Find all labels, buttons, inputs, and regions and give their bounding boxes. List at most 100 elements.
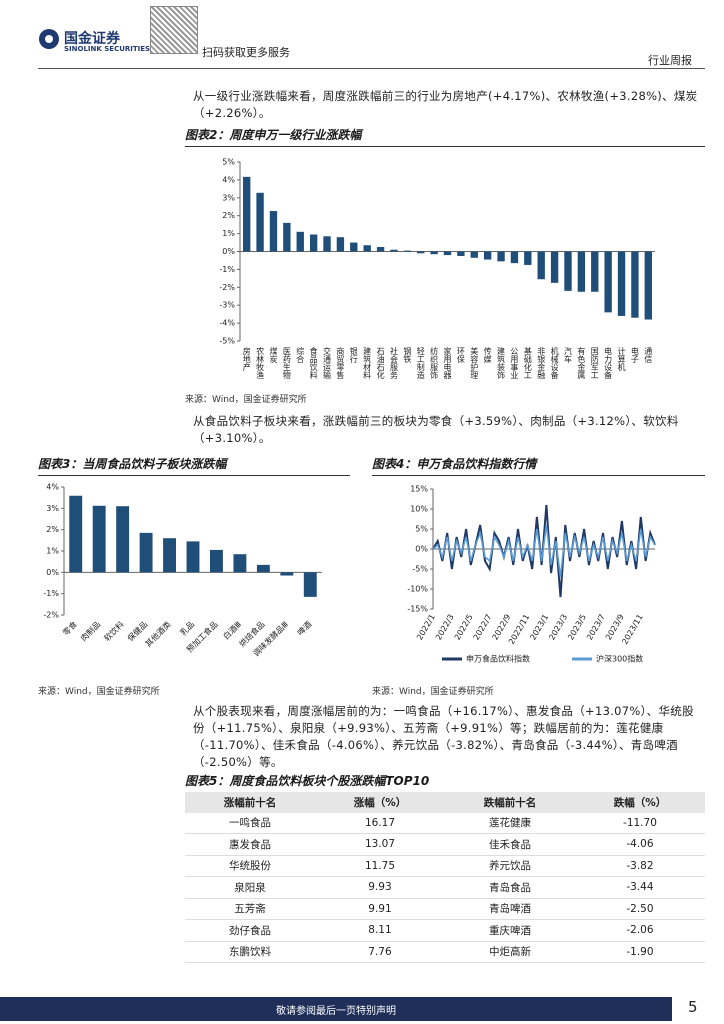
- y-tick-label: 0%: [222, 247, 235, 256]
- x-tick-label: 煤炭: [269, 346, 278, 364]
- bar: [163, 538, 176, 573]
- table-row: 东鹏饮料 7.76 中炬高新 -1.90: [185, 941, 705, 963]
- bar: [350, 242, 358, 252]
- bar: [631, 251, 639, 318]
- x-tick-label: 白酒Ⅲ: [221, 619, 243, 641]
- table-cell: 青岛啤酒: [444, 898, 575, 920]
- x-tick-label: 计算机: [617, 346, 626, 372]
- table-cell: -3.44: [574, 876, 705, 899]
- x-tick-label: 啤酒: [295, 619, 313, 637]
- header-cell: 涨幅（%）: [314, 792, 445, 813]
- x-tick-label: 肉制品: [78, 619, 102, 643]
- y-tick-label: -10%: [407, 585, 428, 594]
- y-tick-label: -1%: [43, 589, 59, 598]
- paragraph: 从一级行业涨跌幅来看，周度涨跌幅前三的行业为房地产(+4.17%)、农林牧渔(+…: [193, 89, 698, 120]
- bar: [430, 251, 438, 255]
- y-tick-label: -4%: [219, 319, 235, 328]
- bar: [617, 251, 626, 316]
- paragraph: 从食品饮料子板块来看，涨跌幅前三的板块为零食（+3.59%）、肉制品（+3.12…: [193, 414, 679, 445]
- source: 来源：Wind，国金证券研究所: [372, 687, 494, 697]
- y-tick-label: 3%: [46, 504, 59, 513]
- x-tick-label: 环保: [456, 347, 465, 364]
- x-tick-label: 综合: [296, 346, 305, 364]
- bar: [256, 564, 270, 573]
- report-type: 行业周报: [648, 54, 692, 67]
- source: 来源：Wind，国金证券研究所: [38, 687, 160, 697]
- table-row: 泉阳泉 9.93 青岛食品 -3.44: [185, 876, 705, 899]
- bar: [376, 247, 385, 252]
- source: 来源：Wind，国金证券研究所: [185, 395, 307, 405]
- x-tick-label: 食品饮料: [309, 346, 318, 380]
- x-tick-label: 石油石化: [376, 347, 385, 380]
- bar: [390, 249, 398, 252]
- table-cell: 9.93: [314, 876, 445, 899]
- table-cell: -3.82: [574, 855, 705, 877]
- y-tick-label: 15%: [410, 485, 428, 494]
- bar: [116, 506, 130, 573]
- table-cell: 劲仔食品: [185, 919, 315, 942]
- qr-code: [150, 6, 198, 54]
- x-tick-label: 乳品: [178, 619, 196, 637]
- bar: [483, 251, 492, 260]
- x-tick-label: 有色金属: [577, 346, 586, 380]
- table-row: 五芳斋 9.91 青岛啤酒 -2.50: [185, 898, 705, 920]
- x-tick-label: 医药生物: [282, 347, 291, 380]
- y-tick-label: 0%: [415, 545, 428, 554]
- footer-bar: [0, 997, 672, 1021]
- bar: [403, 250, 412, 252]
- x-tick-label: 房地产: [242, 346, 251, 372]
- y-tick-label: 0%: [46, 568, 59, 577]
- table-cell: 13.07: [314, 833, 445, 856]
- qr-text: 扫码获取更多服务: [202, 46, 290, 59]
- x-tick-label: 其他酒类: [143, 619, 173, 649]
- figure-title: 图表4：申万食品饮料指数行情: [372, 455, 705, 476]
- y-tick-label: 2%: [222, 211, 235, 220]
- x-tick-label: 传媒: [483, 346, 492, 364]
- y-tick-label: 1%: [46, 547, 59, 556]
- bar: [296, 231, 304, 252]
- bar: [233, 554, 247, 573]
- y-tick-label: 4%: [46, 483, 59, 492]
- table-cell: -4.06: [574, 833, 705, 856]
- header-cell: 跌幅前十名: [444, 792, 575, 813]
- y-tick-label: -15%: [407, 605, 428, 614]
- table-cell: -11.70: [574, 812, 705, 834]
- x-tick-label: 汽车: [563, 346, 572, 364]
- table-cell: -2.06: [574, 919, 705, 942]
- x-tick-label: 社会服务: [389, 346, 398, 380]
- table-cell: 惠发食品: [185, 833, 315, 856]
- bar: [323, 236, 331, 252]
- figure-title: 图表3：当周食品饮料子板块涨跌幅: [38, 455, 350, 476]
- table-cell: 9.91: [314, 898, 445, 920]
- y-tick-label: -2%: [219, 283, 235, 292]
- bar: [604, 251, 612, 313]
- table-cell: 一鸣食品: [185, 812, 315, 834]
- footer-notice: 敬请参阅最后一页特别声明: [276, 1006, 396, 1017]
- bar: [269, 211, 278, 252]
- figure-title: 图表2：周度申万一级行业涨跌幅: [185, 126, 705, 147]
- x-tick-label: 基础化工: [523, 346, 532, 379]
- x-tick-label: 纺织服饰: [430, 346, 439, 380]
- table-cell: 重庆啤酒: [444, 919, 575, 942]
- bar: [577, 251, 586, 292]
- bar: [470, 251, 478, 258]
- x-tick-label: 钢铁: [403, 346, 412, 364]
- y-tick-label: 10%: [410, 505, 428, 514]
- y-tick-label: 4%: [222, 175, 235, 184]
- x-tick-label: 家用电器: [443, 346, 452, 380]
- table-cell: 11.75: [314, 855, 445, 877]
- y-tick-label: 5%: [222, 158, 235, 167]
- table-cell: 16.17: [314, 812, 445, 834]
- bar: [510, 251, 519, 264]
- bar: [303, 572, 317, 597]
- y-tick-label: -5%: [412, 565, 428, 574]
- x-tick-label: 农林牧渔: [256, 346, 265, 379]
- x-tick-label: 国防军工: [590, 347, 599, 379]
- bar: [283, 222, 291, 252]
- y-tick-label: -2%: [43, 611, 59, 620]
- table-row: 一鸣食品 16.17 莲花健康 -11.70: [185, 812, 705, 834]
- page-number: 5: [688, 998, 698, 1016]
- y-tick-label: -1%: [219, 265, 235, 274]
- x-tick-label: 美容护理: [470, 346, 479, 379]
